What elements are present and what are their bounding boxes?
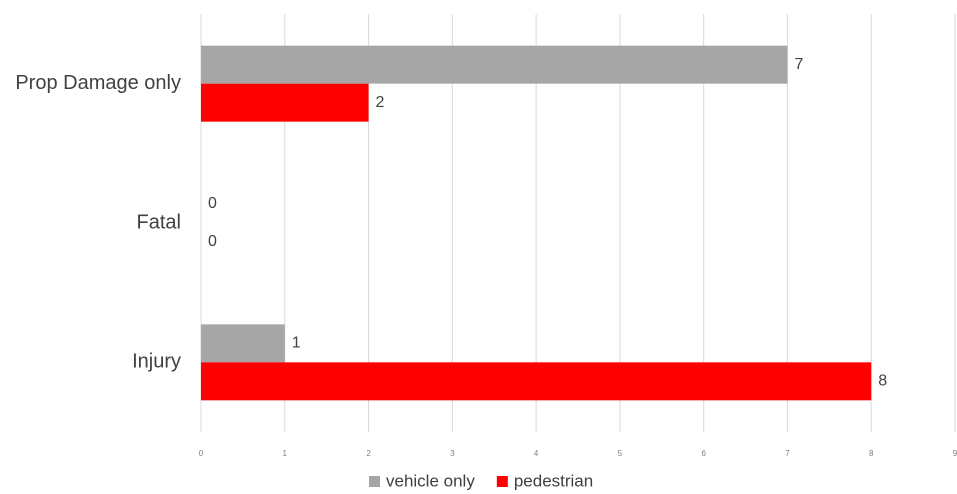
x-tick-label: 0 xyxy=(199,449,204,458)
bar-pedestrian-injury xyxy=(201,362,872,401)
category-label: Prop Damage only xyxy=(15,72,181,94)
legend-swatch-vehicle-only xyxy=(369,476,380,487)
legend-label: vehicle only xyxy=(386,471,475,490)
bar-vehicle-only-prop-damage-only xyxy=(201,45,788,84)
x-tick-label: 6 xyxy=(701,449,706,458)
data-labels: 7 2 0 0 1 8 xyxy=(208,56,887,390)
data-label: 7 xyxy=(794,56,803,73)
x-tick-label: 1 xyxy=(283,449,288,458)
data-label: 0 xyxy=(208,195,217,212)
category-label: Fatal xyxy=(137,211,181,233)
x-tick-label: 2 xyxy=(366,449,371,458)
x-tick-label: 8 xyxy=(869,449,874,458)
x-tick-label: 5 xyxy=(618,449,623,458)
bar-pedestrian-prop-damage-only xyxy=(201,83,369,122)
x-tick-label: 4 xyxy=(534,449,539,458)
data-label: 0 xyxy=(208,233,217,250)
category-label: Injury xyxy=(132,351,181,373)
legend: vehicle only pedestrian xyxy=(369,471,593,490)
legend-swatch-pedestrian xyxy=(496,476,508,487)
x-tick-label: 3 xyxy=(450,449,455,458)
category-axis-labels: Prop Damage only Fatal Injury xyxy=(15,72,181,373)
x-tick-label: 7 xyxy=(785,449,790,458)
bar-vehicle-only-injury xyxy=(201,324,285,363)
x-tick-label: 9 xyxy=(953,449,957,458)
bars xyxy=(201,45,872,401)
data-label: 1 xyxy=(292,335,301,352)
data-label: 2 xyxy=(376,94,385,111)
legend-label: pedestrian xyxy=(514,471,593,490)
value-axis-ticks: 0 1 2 3 4 5 6 7 8 9 xyxy=(199,449,957,458)
data-label: 8 xyxy=(878,373,887,390)
